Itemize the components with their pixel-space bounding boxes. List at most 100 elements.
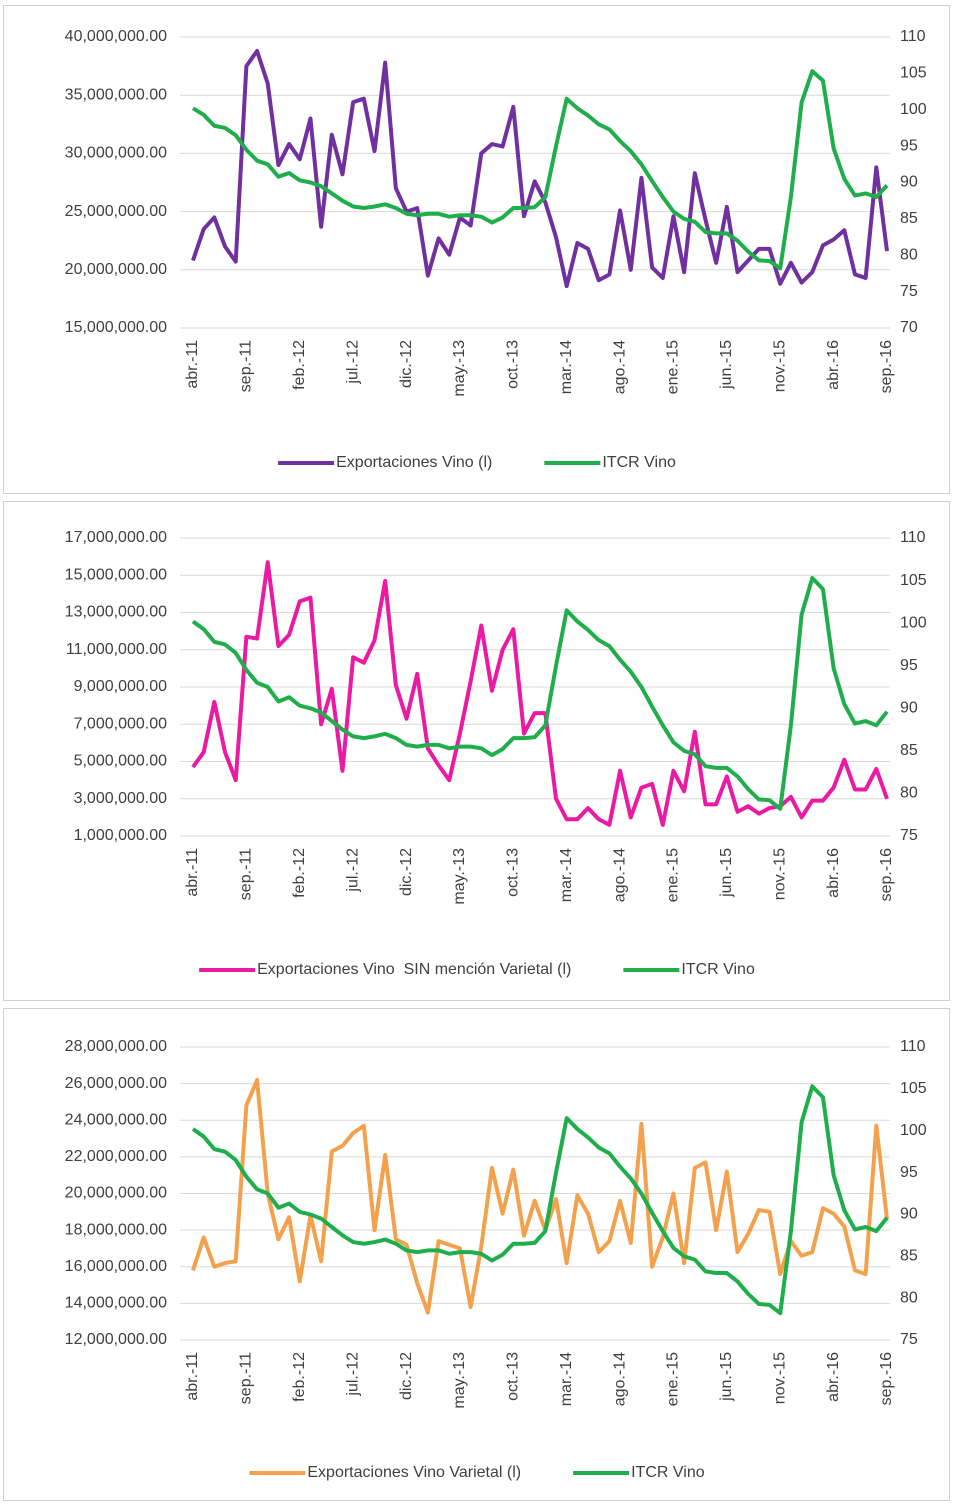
y2-tick-label: 95 [900,657,918,674]
x-tick-label: ene.-15 [665,1352,682,1406]
y-tick-label: 9,000,000.00 [74,678,168,695]
x-tick-label: sep.-16 [878,1352,895,1405]
chart-frame [3,1008,950,1501]
x-tick-label: oct.-13 [505,1352,522,1401]
series-line [191,560,889,827]
x-tick-label: mar.-14 [558,340,575,394]
y2-tick-label: 75 [900,283,918,300]
y2-tick-label: 85 [900,742,918,759]
y-tick-label: 25,000,000.00 [65,203,167,220]
y2-tick-label: 110 [900,1038,926,1055]
y-tick-label: 11,000,000.00 [66,641,167,658]
legend-label: Exportaciones Vino (l) [336,454,492,471]
x-tick-label: abr.-11 [184,848,201,897]
y2-tick-label: 100 [900,614,927,631]
x-tick-label: abr.-16 [825,340,842,390]
y2-tick-label: 85 [900,210,918,227]
x-tick-label: feb.-12 [291,848,308,898]
x-tick-label: ene.-15 [665,340,682,394]
x-tick-label: nov.-15 [771,340,788,392]
y2-tick-label: 105 [900,572,927,589]
y-tick-label: 24,000,000.00 [65,1111,167,1128]
x-tick-label: dic.-12 [398,340,415,388]
x-tick-label: jul.-12 [344,1352,361,1397]
x-tick-label: ago.-14 [611,848,628,902]
legend-label: Exportaciones Vino SIN mención Varietal … [257,961,571,978]
x-tick-label: may.-13 [451,1352,468,1409]
series-line [191,576,889,811]
x-tick-label: abr.-16 [825,848,842,898]
y-tick-label: 14,000,000.00 [65,1295,167,1312]
x-tick-label: sep.-16 [878,340,895,393]
y2-tick-label: 90 [900,700,918,717]
y-tick-label: 28,000,000.00 [65,1038,167,1055]
y-tick-label: 15,000,000.00 [65,319,167,336]
y-tick-label: 12,000,000.00 [65,1331,167,1348]
x-tick-label: ene.-15 [665,848,682,902]
x-tick-label: mar.-14 [558,848,575,902]
y-tick-label: 30,000,000.00 [65,145,167,162]
x-tick-label: abr.-11 [184,1352,201,1401]
x-tick-label: jul.-12 [344,340,361,385]
x-tick-label: oct.-13 [505,340,522,389]
x-tick-label: sep.-11 [238,848,255,900]
x-tick-label: nov.-15 [771,848,788,900]
x-tick-label: mar.-14 [558,1352,575,1406]
series-line [191,69,889,271]
series-line [191,1084,889,1316]
x-tick-label: may.-13 [451,848,468,905]
legend-label: ITCR Vino [631,1464,705,1481]
chart-frame [3,501,950,1001]
x-tick-label: ago.-14 [611,1352,628,1406]
x-tick-label: jun.-15 [718,1352,735,1402]
x-tick-label: abr.-16 [825,1352,842,1402]
y-tick-label: 20,000,000.00 [65,1185,167,1202]
x-tick-label: nov.-15 [771,1352,788,1404]
y2-tick-label: 110 [900,28,926,45]
x-tick-label: abr.-11 [184,340,201,389]
legend-label: ITCR Vino [681,961,755,978]
series-line [191,1077,889,1315]
y2-tick-label: 110 [900,529,926,546]
x-tick-label: sep.-16 [878,848,895,901]
x-tick-label: dic.-12 [398,1352,415,1400]
x-tick-label: sep.-11 [238,1352,255,1404]
y2-tick-label: 75 [900,827,918,844]
series-line [191,48,889,289]
y-tick-label: 13,000,000.00 [65,604,167,621]
y2-tick-label: 95 [900,1164,918,1181]
y2-tick-label: 100 [900,101,927,118]
y-tick-label: 16,000,000.00 [65,1258,167,1275]
y2-tick-label: 90 [900,174,918,191]
y-tick-label: 20,000,000.00 [65,261,167,278]
y2-tick-label: 105 [900,1080,927,1097]
y2-tick-label: 100 [900,1122,927,1139]
y-tick-label: 5,000,000.00 [74,753,168,770]
y-tick-label: 35,000,000.00 [65,86,167,103]
y-tick-label: 7,000,000.00 [74,715,168,732]
y-tick-label: 40,000,000.00 [65,28,167,45]
x-tick-label: may.-13 [451,340,468,397]
x-tick-label: oct.-13 [505,848,522,897]
y-tick-label: 17,000,000.00 [65,529,167,546]
y2-tick-label: 95 [900,137,918,154]
y-tick-label: 18,000,000.00 [65,1221,167,1238]
x-tick-label: feb.-12 [291,340,308,390]
y-tick-label: 22,000,000.00 [65,1148,167,1165]
x-tick-label: sep.-11 [238,340,255,392]
y2-tick-label: 70 [900,319,918,336]
y2-tick-label: 80 [900,246,918,263]
y-tick-label: 26,000,000.00 [65,1075,167,1092]
y2-tick-label: 90 [900,1206,918,1223]
y2-tick-label: 80 [900,1289,918,1306]
x-tick-label: jun.-15 [718,848,735,898]
y2-tick-label: 85 [900,1248,918,1265]
y-tick-label: 1,000,000.00 [74,827,168,844]
legend-label: ITCR Vino [602,454,676,471]
y-tick-label: 15,000,000.00 [65,566,167,583]
x-tick-label: jul.-12 [344,848,361,893]
x-tick-label: dic.-12 [398,848,415,896]
x-tick-label: jun.-15 [718,340,735,390]
x-tick-label: ago.-14 [611,340,628,394]
